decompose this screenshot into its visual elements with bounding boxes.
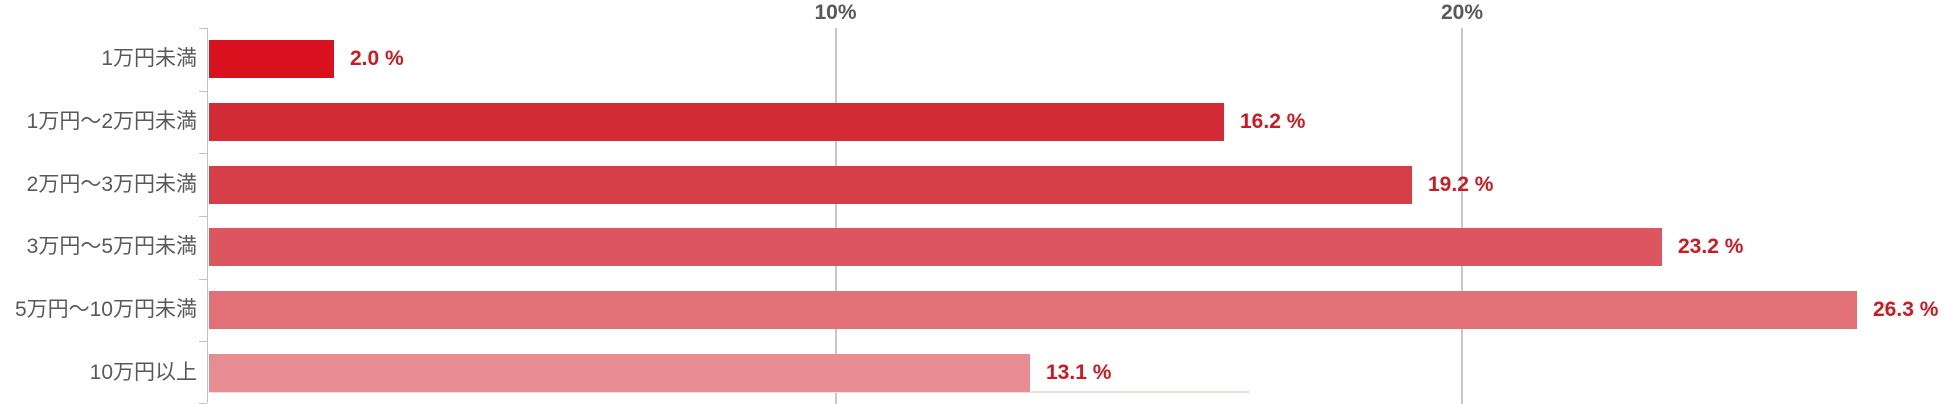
value-label: 13.1 % [1046,361,1112,384]
category-label: 1万円未満 [101,47,197,70]
value-label: 26.3 % [1873,298,1939,321]
category-axis-tick [199,216,207,217]
bar [209,354,1030,392]
bar [209,103,1224,141]
category-axis-tick [199,91,207,92]
x-axis-tick-label: 20% [1440,1,1484,24]
value-label: 2.0 % [350,47,404,70]
bar [209,166,1412,204]
category-label: 3万円～5万円未満 [26,235,197,258]
value-label: 23.2 % [1678,235,1744,258]
category-label: 5万円～10万円未満 [14,298,197,321]
value-label: 16.2 % [1240,110,1306,133]
bar [209,40,334,78]
category-label: 10万円以上 [89,361,197,384]
bar [209,228,1662,266]
x-gridline [1461,28,1463,404]
category-axis-line [207,28,208,403]
x-gridline [834,28,837,404]
category-label: 2万円～3万円未満 [26,173,197,196]
category-axis-tick [199,341,207,342]
cropped-bottom-edge [209,391,1249,393]
value-label: 19.2 % [1428,173,1494,196]
category-axis-tick [199,28,207,29]
category-label: 1万円～2万円未満 [26,110,197,133]
bar [209,291,1857,329]
category-axis-tick [199,279,207,280]
x-axis-tick-label: 10% [814,1,857,24]
category-axis-tick [199,153,207,154]
